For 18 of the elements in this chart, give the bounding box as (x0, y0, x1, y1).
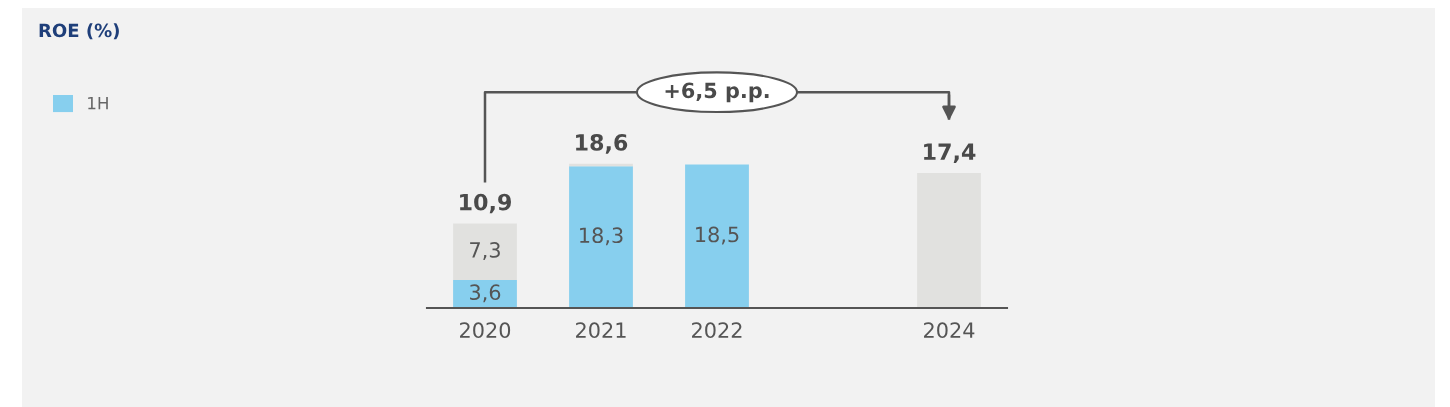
bar (569, 166, 633, 308)
x-tick-label: 2021 (576, 322, 626, 339)
x-tick-label: 2024 (924, 322, 975, 339)
legend-label: 1H (88, 97, 108, 110)
x-tick-label: 2022 (692, 322, 742, 339)
total-label: 18,6 (576, 134, 628, 154)
data-label: 7,3 (470, 242, 500, 260)
x-tick-label: 2020 (460, 322, 511, 339)
total-label: 17,4 (924, 143, 976, 163)
bar (685, 164, 749, 308)
data-label: 18,5 (696, 226, 739, 245)
bar (917, 173, 981, 308)
total-label: 10,9 (460, 193, 511, 214)
text: +6,5 p.p. (665, 82, 769, 103)
data-label: 3,6 (470, 284, 501, 303)
text: ROE (%) (39, 23, 119, 40)
bar (453, 223, 517, 281)
data-label: 18,3 (580, 227, 623, 246)
